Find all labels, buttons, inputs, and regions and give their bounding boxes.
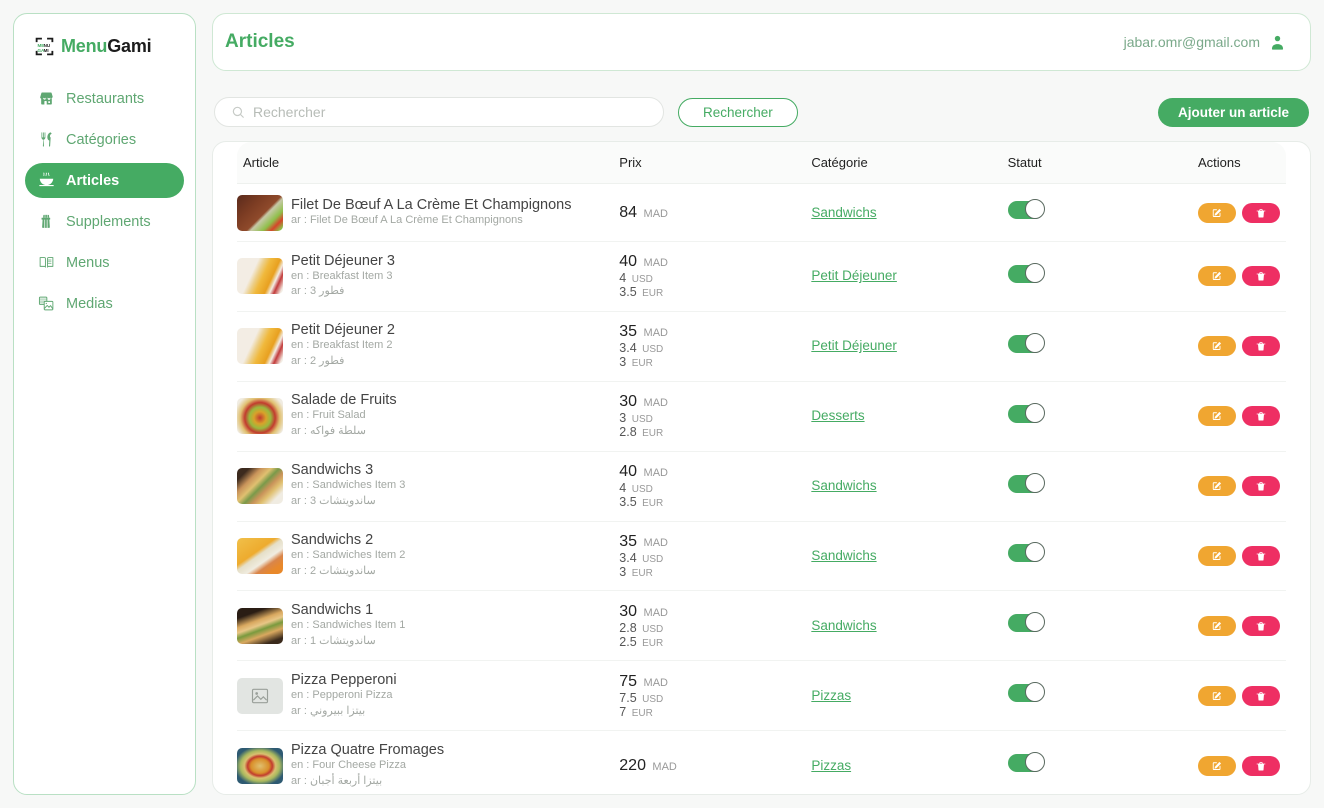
svg-text:NU: NU	[44, 43, 51, 48]
svg-text:MI: MI	[44, 48, 49, 53]
